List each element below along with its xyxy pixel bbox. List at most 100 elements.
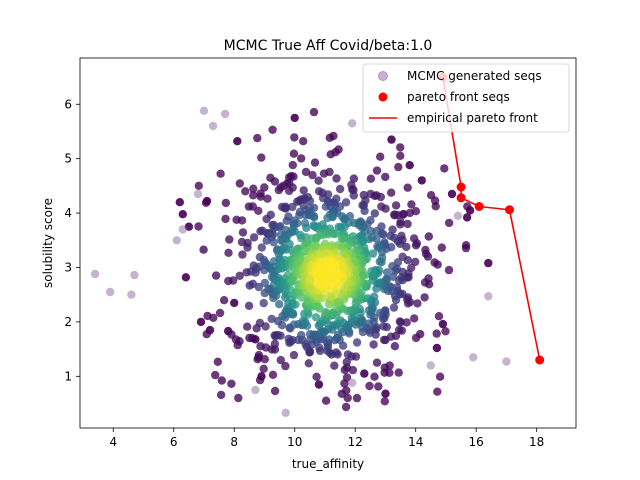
generated-seq-point <box>208 121 218 131</box>
generated-seq-point <box>257 243 266 252</box>
generated-seq-point <box>394 162 403 172</box>
generated-seq-point <box>302 223 311 233</box>
generated-seq-point <box>387 188 396 197</box>
generated-seq-point <box>432 343 442 353</box>
generated-seq-point <box>270 386 280 396</box>
generated-seq-point <box>215 308 225 318</box>
generated-seq-point <box>257 153 266 162</box>
generated-seq-point <box>314 380 324 389</box>
generated-seq-point <box>360 206 369 216</box>
pareto-front-point <box>535 355 545 365</box>
generated-seq-point <box>502 357 511 366</box>
generated-seq-point <box>270 339 280 349</box>
generated-seq-point <box>403 183 412 192</box>
generated-seq-point <box>462 213 472 222</box>
generated-seq-point <box>288 335 297 345</box>
legend-marker-generated <box>378 71 388 81</box>
plot-frame <box>79 57 577 429</box>
generated-seq-point <box>227 379 236 388</box>
generated-seq-point <box>243 322 252 331</box>
generated-seq-point <box>275 300 284 309</box>
generated-seq-point <box>196 317 206 327</box>
generated-seq-point <box>396 143 405 152</box>
generated-seq-point <box>217 376 226 385</box>
generated-seq-point <box>335 202 345 211</box>
generated-seq-point <box>289 172 298 181</box>
generated-seq-point <box>276 331 285 340</box>
generated-seq-point <box>194 222 203 231</box>
generated-seq-point <box>372 226 381 236</box>
generated-seq-point <box>281 408 290 417</box>
generated-seq-point <box>259 298 268 308</box>
generated-seq-point <box>299 137 308 146</box>
generated-seq-point <box>410 314 419 323</box>
generated-seq-point <box>225 235 234 244</box>
generated-seq-point <box>409 234 419 243</box>
generated-seq-point <box>261 322 270 331</box>
generated-seq-point <box>411 257 420 267</box>
generated-seq-point <box>243 243 252 252</box>
generated-seq-point <box>372 358 382 367</box>
generated-seq-point <box>342 373 352 382</box>
generated-seq-point <box>377 202 386 211</box>
generated-seq-point <box>268 370 278 379</box>
pareto-front-point <box>456 193 466 203</box>
generated-seq-point <box>447 189 457 199</box>
generated-seq-point <box>323 213 332 223</box>
legend-label-pareto-line: empirical pareto front <box>407 111 538 125</box>
generated-seq-point <box>219 296 229 305</box>
generated-seq-point <box>288 160 297 170</box>
generated-seq-point <box>293 219 302 228</box>
generated-seq-point <box>106 287 115 297</box>
generated-seq-point <box>257 372 266 381</box>
generated-seq-point <box>224 326 233 336</box>
generated-seq-point <box>369 340 378 349</box>
generated-seq-point <box>368 249 378 258</box>
generated-seq-point <box>328 308 338 317</box>
generated-seq-point <box>372 166 382 175</box>
generated-seq-point <box>251 385 260 395</box>
generated-seq-point <box>413 299 422 308</box>
generated-seq-point <box>235 271 244 280</box>
generated-seq-point <box>311 235 320 244</box>
generated-seq-point <box>343 393 352 403</box>
generated-seq-point <box>440 164 449 173</box>
generated-seq-point <box>411 241 421 250</box>
generated-seq-point <box>289 149 299 158</box>
generated-seq-point <box>274 185 283 195</box>
generated-seq-point <box>352 393 362 403</box>
x-tick-label: 4 <box>109 435 117 449</box>
pareto-front-point <box>505 205 514 215</box>
generated-seq-point <box>221 214 230 224</box>
generated-seq-point <box>379 335 389 345</box>
generated-seq-point <box>281 361 290 371</box>
generated-seq-point <box>175 198 184 207</box>
generated-seq-point <box>341 402 351 412</box>
generated-seq-point <box>352 338 362 347</box>
pareto-layer <box>438 72 545 365</box>
generated-seq-point <box>172 236 181 245</box>
generated-seq-point <box>398 252 407 261</box>
generated-seq-point <box>221 109 230 119</box>
y-tick-label: 2 <box>64 315 72 329</box>
generated-seq-point <box>484 292 493 301</box>
generated-seq-point <box>295 211 304 220</box>
y-tick-label: 6 <box>64 97 72 111</box>
generated-seq-point <box>289 350 299 360</box>
generated-seq-point <box>430 258 439 267</box>
generated-seq-point <box>216 169 225 178</box>
generated-seq-point <box>241 187 250 196</box>
generated-seq-point <box>288 202 297 212</box>
generated-seq-point <box>310 213 319 222</box>
generated-seq-point <box>396 151 405 160</box>
generated-seq-point <box>269 238 278 247</box>
generated-seq-point <box>381 172 390 182</box>
y-axis: 1 2 3 4 5 6 <box>64 97 80 383</box>
generated-seq-point <box>234 393 243 403</box>
generated-seq-point <box>403 295 412 304</box>
legend: MCMC generated seqs pareto front seqs em… <box>362 63 570 133</box>
generated-seq-point <box>178 210 187 219</box>
generated-seq-point <box>127 290 136 299</box>
generated-seq-point <box>249 233 259 242</box>
generated-seq-point <box>349 174 359 183</box>
